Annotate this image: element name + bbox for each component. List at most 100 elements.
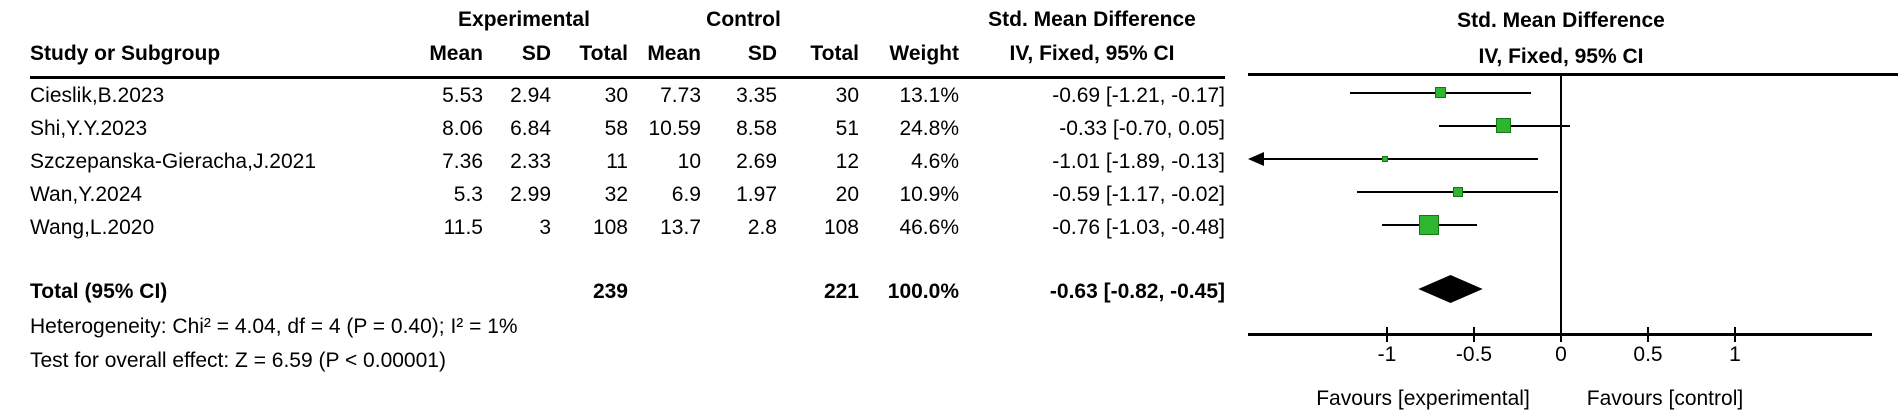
col-header-mean-ctl: Mean xyxy=(647,42,701,65)
table-row: Shi,Y.Y.2023 8.06 6.84 58 10.59 8.58 51 24.8% -0… xyxy=(30,112,1225,145)
total-weight: 100.0% xyxy=(887,280,959,303)
total-empty-4 xyxy=(701,274,777,310)
favours-right-label: Favours [control] xyxy=(1586,387,1744,410)
exp-total-cell: 32 xyxy=(604,183,628,206)
total-empty-3 xyxy=(628,274,701,310)
ci-cell: -0.69 [-1.21, -0.17] xyxy=(1052,84,1225,107)
exp-sd-cell: 6.84 xyxy=(510,117,551,140)
ci-cell: -0.33 [-0.70, 0.05] xyxy=(1059,117,1225,140)
axis-tick-label: -0.5 xyxy=(1455,343,1493,366)
ctl-total-cell: 12 xyxy=(835,150,859,173)
ci-cell: -0.76 [-1.03, -0.48] xyxy=(1052,216,1225,239)
table-row: Szczepanska-Gieracha,J.2021 7.36 2.33 11 10 2… xyxy=(30,145,1225,178)
axis-tick-label: -1 xyxy=(1377,343,1397,366)
exp-mean-cell: 11.5 xyxy=(443,216,483,239)
total-empty-1 xyxy=(420,274,483,310)
group-header-row: Experimental Control Std. Mean Differenc… xyxy=(30,4,1225,36)
ctl-mean-cell: 10 xyxy=(677,150,701,173)
exp-total-cell: 11 xyxy=(606,150,628,173)
col-header-ci: IV, Fixed, 95% CI xyxy=(1009,42,1175,65)
exp-sd-cell: 2.94 xyxy=(510,84,551,107)
axis-tick-label: 0.5 xyxy=(1633,343,1663,366)
zero-line xyxy=(1560,76,1562,334)
study-rows: Cieslik,B.2023 5.53 2.94 30 7.73 3.35 30 13.1% -… xyxy=(30,79,1225,244)
study-name-cell: Shi,Y.Y.2023 xyxy=(30,117,148,140)
col-header-study: Study or Subgroup xyxy=(30,42,221,65)
ctl-total-cell: 51 xyxy=(835,117,859,140)
ctl-total-cell: 20 xyxy=(835,183,859,206)
group-header-smd: Std. Mean Difference xyxy=(988,8,1196,31)
group-header-spacer2 xyxy=(859,4,959,36)
total-empty-2 xyxy=(483,274,551,310)
total-exp-total: 239 xyxy=(592,280,628,303)
ctl-mean-cell: 7.73 xyxy=(660,84,701,107)
exp-total-cell: 58 xyxy=(604,117,628,140)
heterogeneity-note: Heterogeneity: Chi² = 4.04, df = 4 (P = … xyxy=(30,315,518,338)
study-name-cell: Wan,Y.2024 xyxy=(30,183,143,206)
exp-mean-cell: 5.53 xyxy=(442,84,483,107)
study-name-cell: Cieslik,B.2023 xyxy=(30,84,165,107)
exp-mean-cell: 8.06 xyxy=(442,117,483,140)
col-header-total-ctl: Total xyxy=(810,42,859,65)
weight-cell: 10.9% xyxy=(899,183,959,206)
group-header-spacer xyxy=(30,4,420,36)
total-row: Total (95% CI) 239 221 100.0% -0.63 [-0.… xyxy=(30,274,1225,310)
axis-tick xyxy=(1473,327,1475,342)
exp-mean-cell: 5.3 xyxy=(453,183,483,206)
axis-tick xyxy=(1560,327,1562,342)
total-ctl-total: 221 xyxy=(823,280,859,303)
col-header-sd-ctl: SD xyxy=(747,42,777,65)
forest-plot-panel: Std. Mean Difference IV, Fixed, 95% CI -… xyxy=(1248,0,1901,417)
ci-cell: -1.01 [-1.89, -0.13] xyxy=(1052,150,1225,173)
table-row: Wang,L.2020 11.5 3 108 13.7 2.8 108 46.6% -0.76 … xyxy=(30,211,1225,244)
ctl-mean-cell: 10.59 xyxy=(648,117,701,140)
table-row: Cieslik,B.2023 5.53 2.94 30 7.73 3.35 30 13.1% -… xyxy=(30,79,1225,112)
effect-square xyxy=(1453,186,1464,197)
summary-table: Experimental Control Std. Mean Differenc… xyxy=(30,4,1225,378)
plot-header-underline xyxy=(1248,73,1898,76)
effect-square xyxy=(1418,214,1439,235)
exp-sd-cell: 2.99 xyxy=(510,183,551,206)
column-header-row: Study or Subgroup Mean SD Total Mean SD … xyxy=(30,36,1225,79)
weight-cell: 13.1% xyxy=(899,84,959,107)
study-name-cell: Wang,L.2020 xyxy=(30,216,155,239)
col-header-sd-exp: SD xyxy=(521,42,551,65)
ctl-total-cell: 108 xyxy=(823,216,859,239)
ctl-mean-cell: 6.9 xyxy=(671,183,701,206)
favours-left-label: Favours [experimental] xyxy=(1316,387,1530,410)
exp-total-cell: 30 xyxy=(604,84,628,107)
plot-header-method: IV, Fixed, 95% CI xyxy=(1478,45,1644,68)
ctl-sd-cell: 3.35 xyxy=(736,84,777,107)
effect-square xyxy=(1496,118,1512,133)
total-ci: -0.63 [-0.82, -0.45] xyxy=(1049,280,1225,303)
col-header-mean-exp: Mean xyxy=(429,42,483,65)
axis-tick-label: 1 xyxy=(1729,343,1741,366)
table-row: Wan,Y.2024 5.3 2.99 32 6.9 1.97 20 10.9% -0.59 [… xyxy=(30,178,1225,211)
exp-sd-cell: 2.33 xyxy=(510,150,551,173)
effect-square xyxy=(1382,155,1389,162)
col-header-weight: Weight xyxy=(889,42,959,65)
exp-total-cell: 108 xyxy=(592,216,628,239)
pooled-diamond xyxy=(1418,275,1483,303)
ctl-sd-cell: 1.97 xyxy=(736,183,777,206)
plot-header-title: Std. Mean Difference xyxy=(1457,9,1665,32)
overall-effect-note: Test for overall effect: Z = 6.59 (P < 0… xyxy=(30,349,446,372)
axis-tick xyxy=(1734,327,1736,342)
ctl-total-cell: 30 xyxy=(835,84,859,107)
group-header-experimental: Experimental xyxy=(458,8,590,31)
col-header-total-exp: Total xyxy=(579,42,628,65)
axis-tick xyxy=(1647,327,1649,342)
ctl-sd-cell: 8.58 xyxy=(736,117,777,140)
axis-tick-label: 0 xyxy=(1555,343,1567,366)
weight-cell: 24.8% xyxy=(899,117,959,140)
ctl-mean-cell: 13.7 xyxy=(660,216,701,239)
exp-sd-cell: 3 xyxy=(539,216,551,239)
ci-line xyxy=(1260,157,1539,160)
axis-tick xyxy=(1386,327,1388,342)
ci-arrow-left-icon xyxy=(1248,151,1264,166)
ctl-sd-cell: 2.8 xyxy=(747,216,777,239)
exp-mean-cell: 7.36 xyxy=(442,150,483,173)
study-name-cell: Szczepanska-Gieracha,J.2021 xyxy=(30,150,316,173)
group-header-control: Control xyxy=(706,8,781,31)
